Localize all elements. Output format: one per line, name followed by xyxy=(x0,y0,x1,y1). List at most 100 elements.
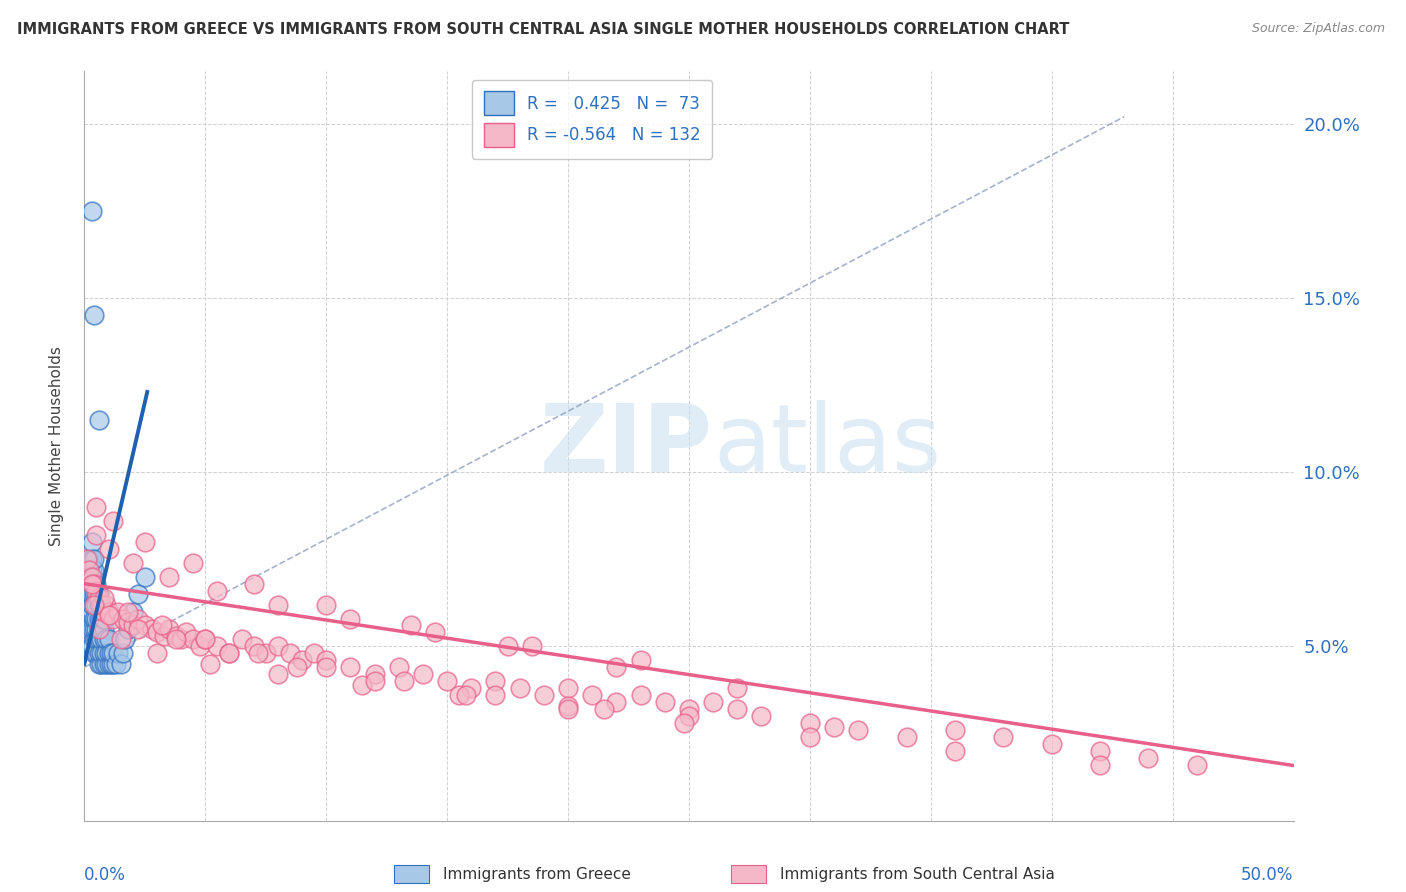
Point xyxy=(107,605,129,619)
Point xyxy=(83,552,105,566)
Point xyxy=(605,660,627,674)
Point xyxy=(93,591,115,605)
Point xyxy=(267,598,290,612)
Point xyxy=(94,657,117,671)
Point xyxy=(678,709,700,723)
Point xyxy=(247,646,270,660)
Point xyxy=(86,632,108,647)
Point xyxy=(190,640,212,654)
Point xyxy=(112,646,135,660)
Point xyxy=(90,611,112,625)
Point xyxy=(254,646,277,660)
Point xyxy=(114,632,136,647)
Point xyxy=(94,598,117,612)
Point xyxy=(76,552,98,566)
Point xyxy=(83,576,105,591)
Point xyxy=(134,570,156,584)
Text: ZIP: ZIP xyxy=(540,400,713,492)
Point xyxy=(339,660,361,674)
Point xyxy=(799,730,821,744)
Point xyxy=(86,622,108,636)
Point xyxy=(77,570,100,584)
Point xyxy=(285,660,308,674)
Point xyxy=(993,730,1015,744)
Point xyxy=(339,611,361,625)
Point xyxy=(181,632,204,647)
Point xyxy=(678,702,700,716)
Point xyxy=(87,591,110,605)
Point xyxy=(80,563,103,577)
Point xyxy=(242,640,264,654)
Text: 0.0%: 0.0% xyxy=(84,866,127,884)
Point xyxy=(97,646,120,660)
Point xyxy=(86,528,108,542)
Point xyxy=(83,646,105,660)
Point xyxy=(654,695,676,709)
Point xyxy=(76,605,98,619)
Point xyxy=(141,622,163,636)
Point xyxy=(94,646,117,660)
Point xyxy=(392,674,415,689)
Point xyxy=(90,646,112,660)
Point xyxy=(315,653,337,667)
Point xyxy=(87,598,110,612)
Point xyxy=(87,657,110,671)
Point xyxy=(605,695,627,709)
Y-axis label: Single Mother Households: Single Mother Households xyxy=(49,346,63,546)
Point xyxy=(165,629,187,643)
Point xyxy=(509,681,531,696)
Point xyxy=(134,534,156,549)
Point xyxy=(278,646,301,660)
Point xyxy=(702,695,724,709)
Point xyxy=(146,646,169,660)
Point xyxy=(436,674,458,689)
Point xyxy=(449,688,471,702)
Point xyxy=(207,583,229,598)
Point xyxy=(86,598,108,612)
Point xyxy=(83,563,105,577)
Point xyxy=(117,622,139,636)
Point xyxy=(97,607,120,622)
Point xyxy=(103,646,125,660)
Point xyxy=(896,730,918,744)
Point xyxy=(80,576,103,591)
Point xyxy=(242,576,264,591)
Point xyxy=(80,552,103,566)
Point xyxy=(90,598,112,612)
Point xyxy=(267,640,290,654)
Point xyxy=(1088,757,1111,772)
Point xyxy=(93,646,115,660)
Point xyxy=(86,611,108,625)
Point xyxy=(86,646,108,660)
Point xyxy=(127,587,149,601)
Point xyxy=(557,681,579,696)
Point xyxy=(76,587,98,601)
Point xyxy=(194,632,217,647)
Point xyxy=(80,203,103,218)
Point xyxy=(87,413,110,427)
Point xyxy=(90,598,112,612)
Point xyxy=(157,622,180,636)
Point xyxy=(630,653,652,667)
Point xyxy=(520,640,543,654)
Point xyxy=(97,632,120,647)
Point xyxy=(80,622,103,636)
Point xyxy=(117,615,139,629)
Point xyxy=(77,587,100,601)
Point xyxy=(97,605,120,619)
Point xyxy=(799,716,821,731)
Point xyxy=(496,640,519,654)
Point xyxy=(127,611,149,625)
Point xyxy=(83,308,105,322)
Point xyxy=(86,587,108,601)
Point xyxy=(943,723,966,737)
Point xyxy=(121,605,143,619)
Point xyxy=(77,563,100,577)
Point xyxy=(388,660,411,674)
Point xyxy=(231,632,253,647)
Point xyxy=(127,622,149,636)
Point xyxy=(460,681,482,696)
Point xyxy=(103,657,125,671)
Point xyxy=(1137,751,1160,765)
Point xyxy=(725,702,748,716)
